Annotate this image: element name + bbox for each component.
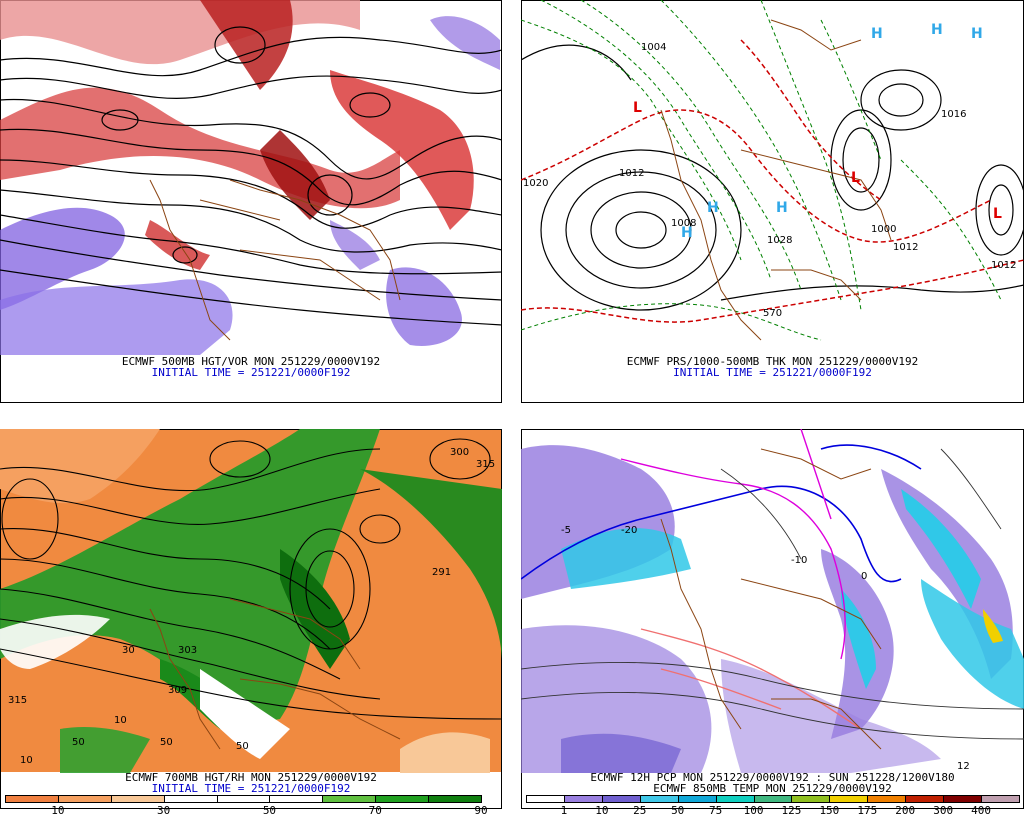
- contour-label: 315: [476, 459, 495, 470]
- colorbar-tick-label: 10: [595, 804, 609, 817]
- pressure-thickness-map: H H H H H H L L L 1004 1020 1012 1008 10…: [521, 0, 1024, 355]
- colorbar-segment: [375, 795, 430, 803]
- high-marker: H: [971, 26, 983, 42]
- panel-initial-time: INITIAL TIME = 251221/0000F192: [673, 366, 872, 379]
- temperature-label: -5: [561, 525, 571, 536]
- colorbar-tick-label: 90: [474, 804, 488, 817]
- panel-title: ECMWF 700MB HGT/RH MON 251229/0000V192: [125, 771, 377, 784]
- panel-precip-850mb-temp: -10 -20 0 12 -5 ECMWF 12H PCP MON 251229…: [521, 429, 1024, 819]
- colorbar-segment: [867, 795, 907, 803]
- colorbar-segment: [216, 795, 271, 803]
- colorbar-segment: [639, 795, 679, 803]
- colorbar-tick-label: 75: [708, 804, 723, 817]
- colorbar-tick-label: 150: [819, 804, 840, 817]
- panel-500mb-height-vorticity: ECMWF 500MB HGT/VOR MON 251229/0000V192 …: [0, 0, 502, 403]
- rh-label: 50: [72, 737, 85, 748]
- colorbar-tick-label: 25: [633, 804, 647, 817]
- colorbar-segment: [905, 795, 945, 803]
- rh-label: 30: [122, 645, 135, 656]
- colorbar-segment: [943, 795, 983, 803]
- colorbar-segment: [5, 795, 59, 803]
- colorbar-segment: [829, 795, 869, 803]
- low-marker: L: [633, 100, 642, 116]
- colorbar-tick-label: 50: [671, 804, 685, 817]
- colorbar-segment: [526, 795, 565, 803]
- temperature-label: -10: [791, 555, 807, 566]
- contour-label: 309: [168, 685, 187, 696]
- colorbar-segment: [981, 795, 1020, 803]
- colorbar-segment: [110, 795, 165, 803]
- colorbar-segment: [163, 795, 218, 803]
- low-marker: L: [851, 170, 860, 186]
- rh-label: 50: [160, 737, 173, 748]
- colorbar-segment: [428, 795, 482, 803]
- isobar-label: 1020: [523, 178, 548, 189]
- colorbar-tick-label: 125: [781, 804, 802, 817]
- colorbar-segment: [322, 795, 377, 803]
- colorbar-segment: [753, 795, 793, 803]
- panel-700mb-height-rh: 300 315 291 303 309 315 50 30 10 50 50 1…: [0, 429, 502, 819]
- thickness-label: 570: [763, 308, 782, 319]
- temperature-label: -20: [621, 525, 637, 536]
- precip-colorbar: 1 10 25 50 75 100 125 150 175 200 300 400: [526, 795, 1020, 817]
- colorbar-segment: [715, 795, 755, 803]
- temperature-label: 12: [957, 761, 970, 772]
- high-marker: H: [931, 22, 943, 38]
- colorbar-tick-label: 70: [368, 804, 382, 817]
- rh-label: 50: [236, 741, 249, 752]
- contour-label: 300: [450, 447, 469, 458]
- high-marker: H: [707, 200, 719, 216]
- colorbar-tick-label: 30: [157, 804, 171, 817]
- colorbar-tick-label: 400: [971, 804, 991, 817]
- colorbar-segment: [601, 795, 641, 803]
- precipitation-map: -10 -20 0 12 -5: [521, 429, 1024, 773]
- colorbar-tick-label: 10: [51, 804, 65, 817]
- isobar-label: 1004: [641, 42, 666, 53]
- isobar-label: 1012: [893, 242, 918, 253]
- colorbar-segment: [677, 795, 717, 803]
- isobar-label: 1028: [767, 235, 792, 246]
- colorbar-segment: [791, 795, 831, 803]
- colorbar-tick-label: 1: [560, 804, 568, 817]
- isobar-label: 1016: [941, 109, 966, 120]
- colorbar-segment: [57, 795, 112, 803]
- temperature-label: 0: [861, 571, 867, 582]
- vorticity-map: [0, 0, 502, 355]
- colorbar-tick-label: 175: [857, 804, 878, 817]
- isobar-label: 1012: [991, 260, 1016, 271]
- colorbar-tick-label: 200: [895, 804, 916, 817]
- panel-initial-time: INITIAL TIME = 251221/0000F192: [151, 366, 351, 379]
- panel-pressure-thickness: H H H H H H L L L 1004 1020 1012 1008 10…: [521, 0, 1024, 403]
- high-marker: H: [776, 200, 788, 216]
- low-marker: L: [993, 206, 1002, 222]
- isobar-label: 1008: [671, 218, 696, 229]
- colorbar-tick-label: 300: [933, 804, 954, 817]
- rh-colorbar: 10 30 50 70 90: [5, 795, 488, 817]
- isobar-label: 1000: [871, 224, 896, 235]
- panel-title: ECMWF 500MB HGT/VOR MON 251229/0000V192: [121, 355, 381, 368]
- colorbar-tick-label: 50: [262, 804, 277, 817]
- isobar-label: 1012: [619, 168, 644, 179]
- rh-label: 10: [114, 715, 127, 726]
- panel-title: ECMWF PRS/1000-500MB THK MON 251229/0000…: [626, 355, 919, 368]
- contour-label: 315: [8, 695, 27, 706]
- colorbar-segment: [563, 795, 603, 803]
- relative-humidity-map: 300 315 291 303 309 315 50 30 10 50 50 1…: [0, 429, 502, 773]
- rh-label: 10: [20, 755, 33, 766]
- high-marker: H: [871, 26, 883, 42]
- high-marker: H: [681, 225, 693, 241]
- panel-title: ECMWF 12H PCP MON 251229/0000V192 : SUN …: [590, 771, 955, 784]
- panel-initial-time: INITIAL TIME = 251221/0000F192: [151, 782, 351, 795]
- colorbar-tick-label: 100: [743, 804, 764, 817]
- contour-label: 291: [432, 567, 451, 578]
- panel-subtitle: ECMWF 850MB TEMP MON 251229/0000V192: [653, 782, 892, 795]
- contour-label: 303: [178, 645, 197, 656]
- colorbar-segment: [269, 795, 324, 803]
